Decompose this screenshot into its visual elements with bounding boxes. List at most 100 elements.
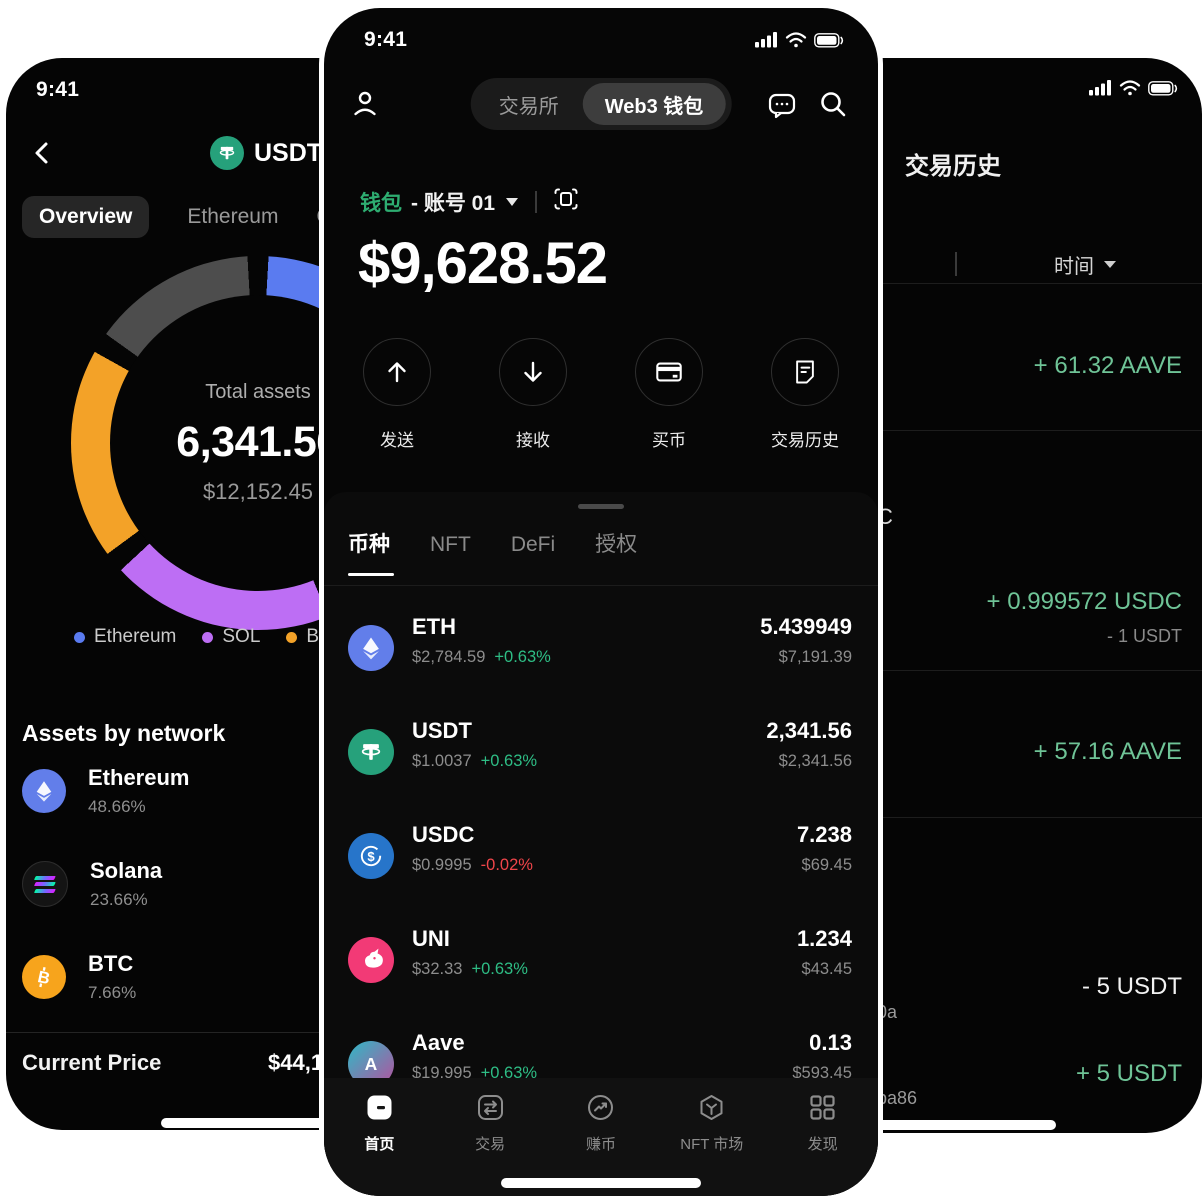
center-status-time: 9:41 [364,28,408,51]
total-assets-value: 6,341.56 [176,418,340,466]
action-label: 接收 [516,431,550,450]
home-indicator [161,1118,373,1128]
arrow-up-icon [363,338,431,406]
usdt-icon [348,729,394,775]
uni-icon [348,937,394,983]
divider [700,670,1202,671]
chat-icon [766,93,798,125]
token-value: $7,191.39 [778,648,852,666]
svg-text:$: $ [367,849,375,864]
assets-by-network-heading: Assets by network [22,720,226,746]
nav-earn[interactable]: 赚币 [551,1094,651,1154]
svg-text:A: A [365,1054,378,1074]
token-symbol: ETH [412,614,456,639]
network-row-btc[interactable]: B BTC 7.66% [22,951,136,1003]
sheet-tab-bar: 币种 NFT DeFi 授权 [348,528,637,576]
vertical-divider [535,190,537,213]
card-icon [635,338,703,406]
token-value: $69.45 [801,856,852,874]
scan-icon[interactable] [554,186,578,217]
action-label: 交易历史 [771,431,839,450]
segment-web3-wallet[interactable]: Web3 钱包 [582,83,726,125]
send-button[interactable]: 发送 [336,338,458,451]
receive-button[interactable]: 接收 [472,338,594,451]
legend-dot-sol [202,631,214,643]
token-header-label: USDT [253,138,323,167]
transaction-amount[interactable]: - 5 USDT [1081,973,1182,1000]
buy-crypto-button[interactable]: 买币 [608,338,730,451]
tab-defi[interactable]: DeFi [510,533,556,556]
token-row-usdt[interactable]: USDT $1.0037 +0.63% 2,341.56 $2,341.56 [324,700,878,804]
network-percent: 23.66% [90,890,148,909]
token-value: $2,341.56 [778,752,852,770]
tab-approvals[interactable]: 授权 [595,533,638,556]
token-amount: 2,341.56 [766,718,852,743]
segment-exchange[interactable]: 交易所 [498,95,559,118]
token-row-eth[interactable]: ETH $2,784.59 +0.63% 5.439949 $7,191.39 [324,596,878,700]
wallet-balance: $9,628.52 [358,231,608,296]
transaction-history-title: 交易历史 [905,153,1001,180]
divider [700,283,1202,284]
token-header: USDT [6,136,526,170]
nav-trade[interactable]: 交易 [440,1094,540,1154]
tab-nft[interactable]: NFT [430,533,471,556]
token-row-aave[interactable]: A Aave $19.995 +0.63% 0.13 $593.45 [324,1012,878,1078]
tab-overview[interactable]: Overview [22,196,150,238]
token-list: ETH $2,784.59 +0.63% 5.439949 $7,191.39 U… [324,596,878,1078]
tab-coins[interactable]: 币种 [348,528,394,576]
transaction-amount[interactable]: + 0.999572 USDC [986,588,1182,615]
battery-icon [814,32,844,53]
grid-icon [809,1094,836,1126]
network-row-ethereum[interactable]: Ethereum 48.66% [22,765,189,817]
swap-icon [477,1094,504,1126]
network-name: Solana [90,858,163,883]
token-price: $1.0037 [412,752,472,770]
network-row-solana[interactable]: Solana 23.66% [22,858,162,910]
back-chevron-icon [30,142,56,170]
divider [324,585,878,586]
token-amount: 1.234 [796,926,852,951]
transaction-amount[interactable]: + 61.32 AAVE [1033,352,1182,379]
token-change: +0.63% [494,648,551,666]
svg-text:B: B [36,967,52,988]
chevron-down-icon [506,197,519,206]
person-icon [350,91,380,122]
filter-divider [955,252,957,276]
nft-hexagon-icon [698,1094,725,1126]
action-button-row: 发送 接收 买币 交易历史 [336,338,866,451]
transaction-history-button[interactable]: 交易历史 [744,338,866,451]
back-button[interactable] [30,140,56,171]
account-selector[interactable]: 钱包 - 账号 01 [360,186,578,217]
chat-button[interactable] [766,89,798,126]
token-row-uni[interactable]: UNI $32.33 +0.63% 1.234 $43.45 [324,908,878,1012]
token-value: $593.45 [792,1064,852,1078]
transaction-amount[interactable]: + 57.16 AAVE [1033,738,1182,765]
search-button[interactable] [818,89,848,124]
network-percent: 7.66% [88,983,137,1002]
network-percent: 48.66% [88,797,146,816]
drag-handle[interactable] [578,504,624,509]
token-amount: 5.439949 [760,614,852,639]
wifi-icon [1119,80,1141,101]
aave-icon: A [348,1041,394,1078]
time-filter-dropdown[interactable]: 时间 [1054,250,1116,279]
usdt-icon [209,136,244,170]
nav-discover[interactable]: 发现 [773,1094,873,1154]
center-status-icons [755,32,844,53]
transaction-fragment: C [877,504,893,529]
legend-label: Ethereum [94,626,177,647]
tab-ethereum[interactable]: Ethereum [187,205,279,228]
home-indicator [846,1120,1056,1130]
transaction-amount[interactable]: + 5 USDT [1075,1060,1182,1087]
token-symbol: Aave [412,1030,465,1055]
token-amount: 0.13 [809,1030,852,1055]
profile-button[interactable] [350,88,380,123]
legend-dot-btc [286,631,298,643]
nav-nft-market[interactable]: NFT 市场 [662,1094,762,1154]
action-label: 发送 [380,431,414,450]
transaction-sub-amount: - 1 USDT [1106,626,1182,646]
token-row-usdc[interactable]: $ USDC $0.9995 -0.02% 7.238 $69.45 [324,804,878,908]
legend-item-sol: SOL [202,626,260,648]
token-change: +0.63% [471,960,528,978]
nav-home[interactable]: 首页 [329,1094,429,1154]
